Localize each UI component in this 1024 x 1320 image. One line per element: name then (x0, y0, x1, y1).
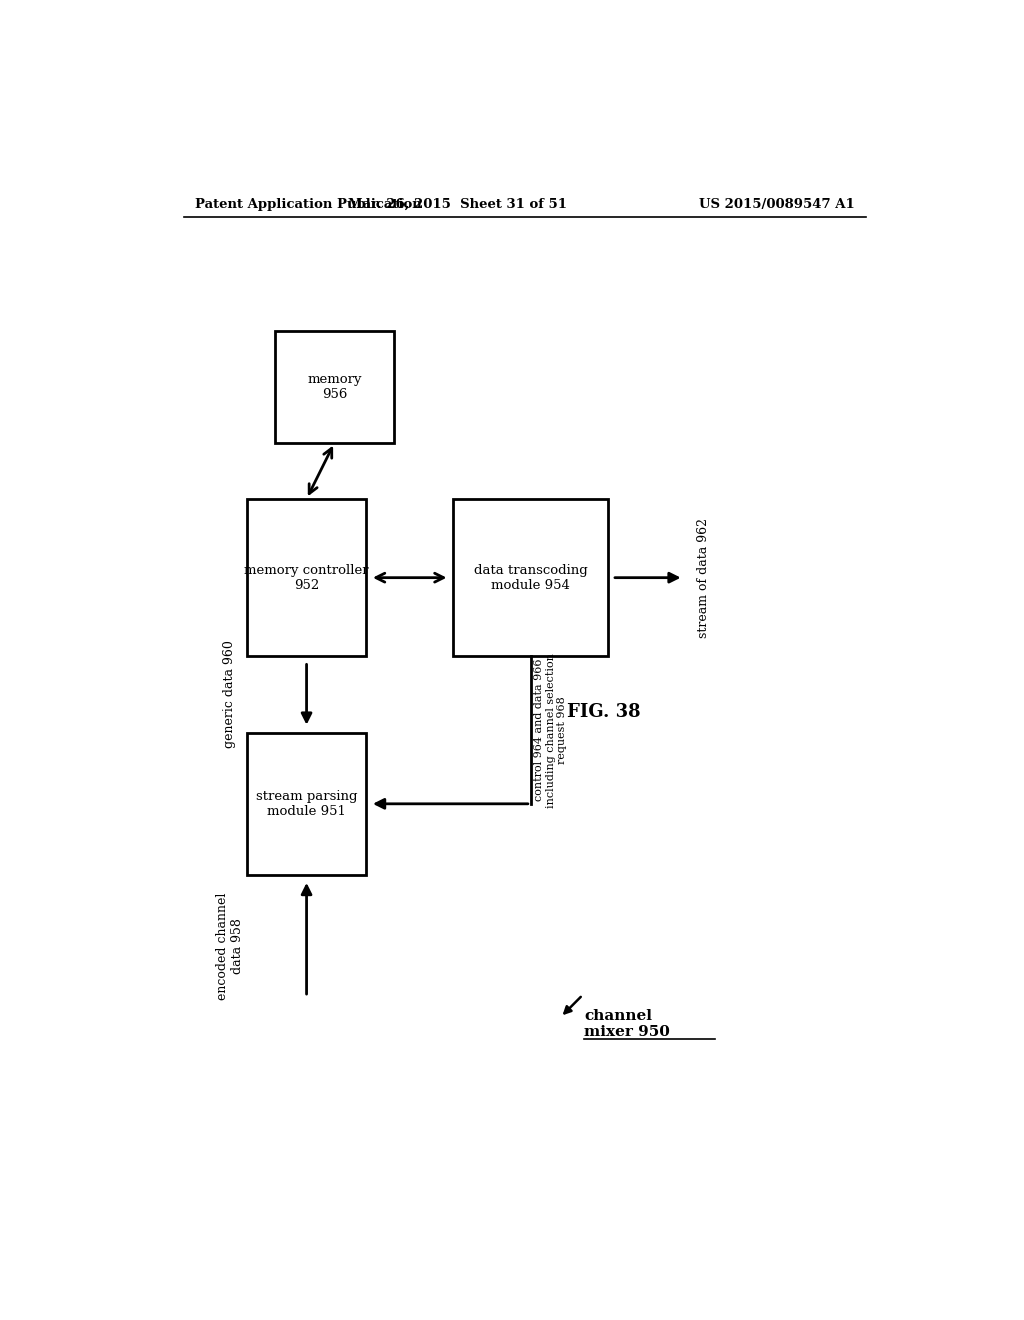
Bar (247, 499, 367, 656)
Bar (454, 499, 608, 656)
Text: FIG. 38: FIG. 38 (567, 704, 641, 721)
Text: encoded channel
data 958: encoded channel data 958 (216, 892, 244, 999)
Text: channel
mixer 950: channel mixer 950 (585, 1010, 670, 1039)
Text: stream parsing
module 951: stream parsing module 951 (256, 789, 357, 818)
Bar (274, 331, 394, 444)
Text: stream of data 962: stream of data 962 (697, 517, 710, 638)
Bar (247, 733, 367, 875)
Text: Patent Application Publication: Patent Application Publication (196, 198, 422, 211)
Text: control 964 and data 966
including channel selection
request 968: control 964 and data 966 including chann… (534, 652, 567, 808)
Text: data transcoding
module 954: data transcoding module 954 (474, 564, 588, 591)
Text: Mar. 26, 2015  Sheet 31 of 51: Mar. 26, 2015 Sheet 31 of 51 (348, 198, 567, 211)
Text: memory
956: memory 956 (307, 374, 361, 401)
Text: US 2015/0089547 A1: US 2015/0089547 A1 (699, 198, 855, 211)
Text: generic data 960: generic data 960 (223, 640, 237, 748)
Text: memory controller
952: memory controller 952 (245, 564, 369, 591)
